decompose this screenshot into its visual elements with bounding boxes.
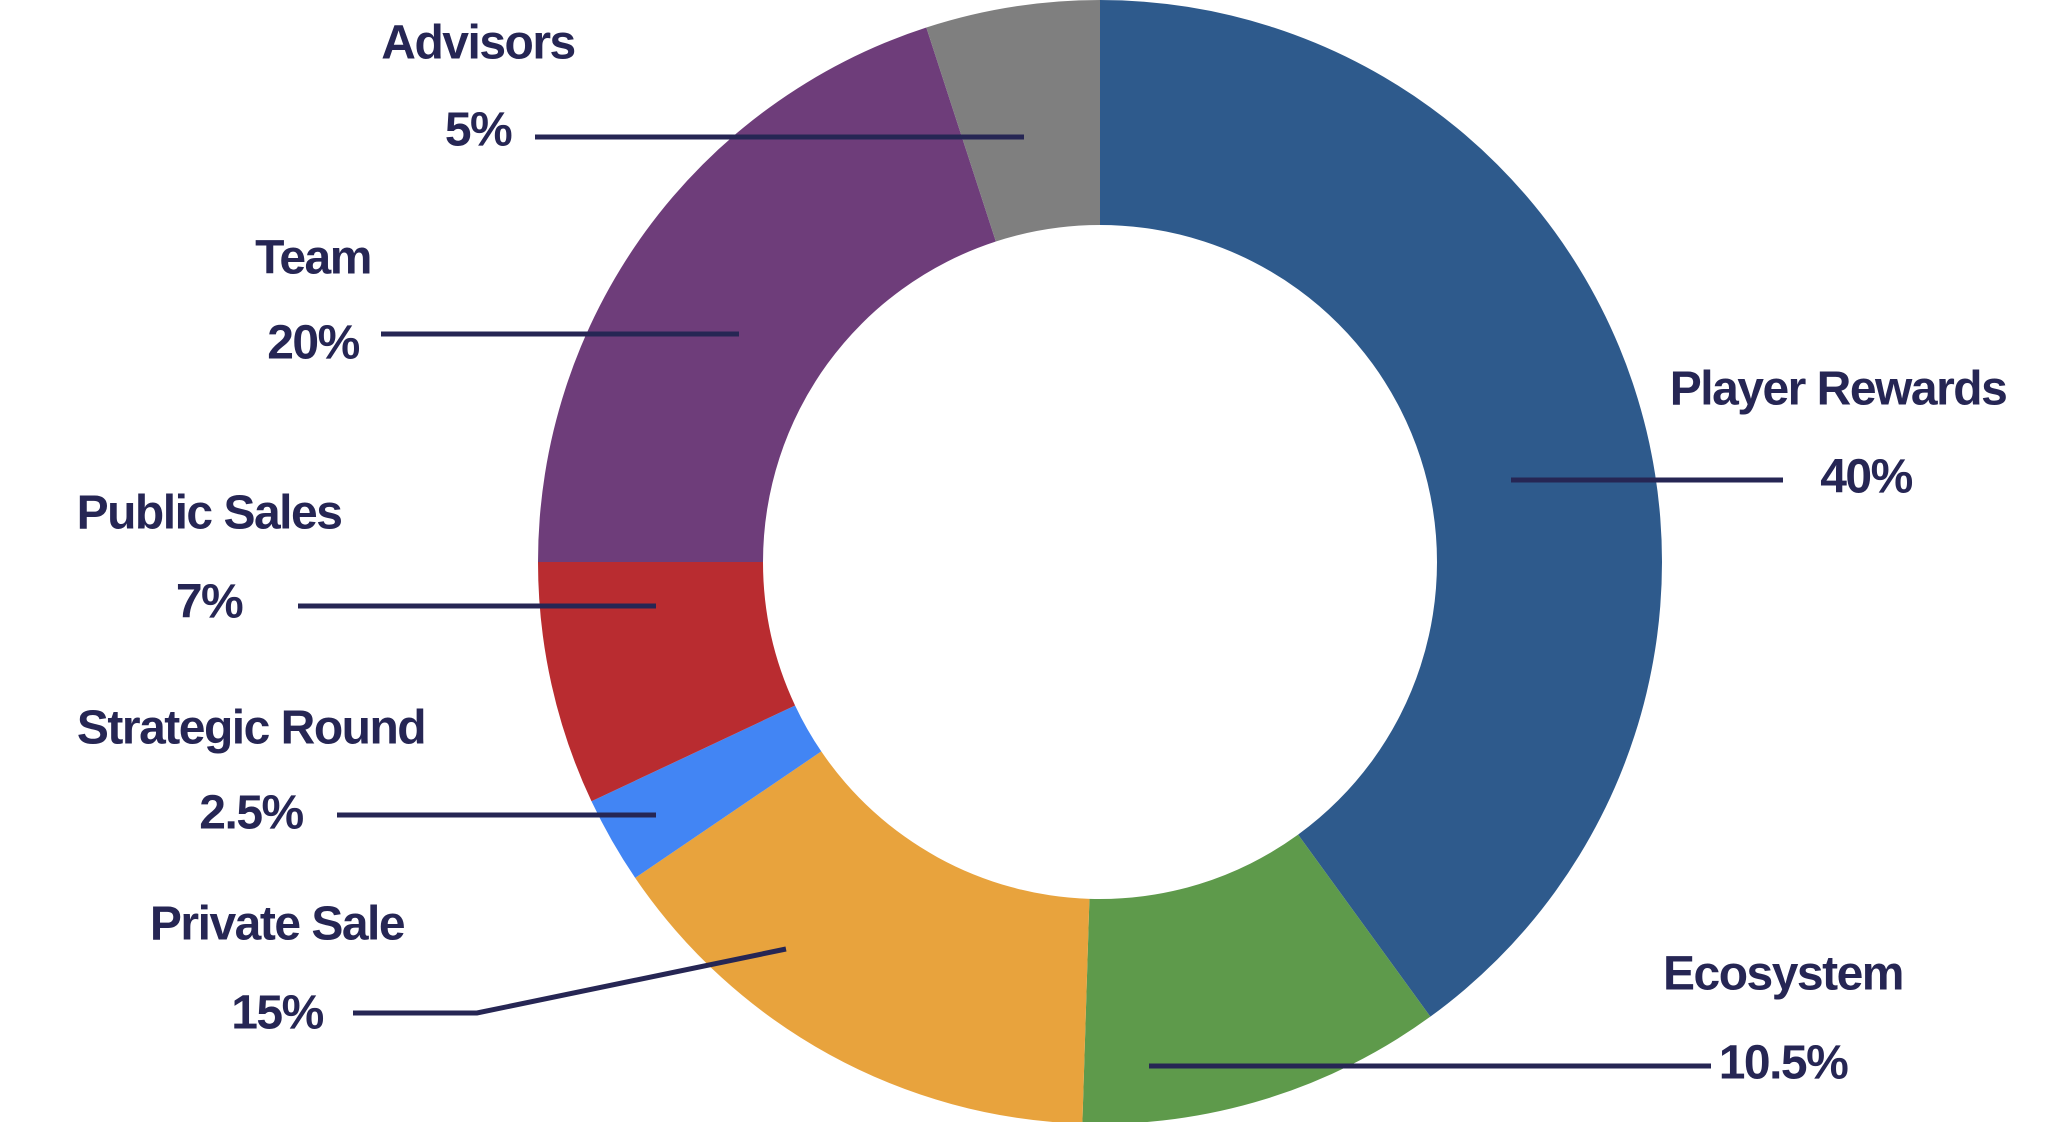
value-label: 40% <box>1820 451 1912 504</box>
value-label: 5% <box>445 104 512 157</box>
slice-label: Public Sales <box>77 487 342 540</box>
value-label: 10.5% <box>1719 1037 1848 1090</box>
donut-slice <box>1100 0 1663 1017</box>
slice-label: Ecosystem <box>1663 948 1903 1001</box>
donut-slice <box>1082 834 1431 1122</box>
donut-slice <box>538 27 996 563</box>
value-label: 7% <box>176 576 243 629</box>
leader-line <box>353 946 787 1016</box>
donut-slice <box>591 705 822 878</box>
donut-slice <box>635 751 1090 1122</box>
value-label: 2.5% <box>199 787 303 840</box>
donut-slice <box>926 0 1100 242</box>
donut-slice <box>538 562 796 802</box>
slice-label: Private Sale <box>150 898 405 951</box>
value-label: 20% <box>267 317 359 370</box>
slice-label: Strategic Round <box>77 702 425 755</box>
slice-label: Player Rewards <box>1670 363 2007 416</box>
value-label: 15% <box>231 987 323 1040</box>
slice-label: Team <box>255 232 371 285</box>
slice-label: Advisors <box>381 17 574 70</box>
